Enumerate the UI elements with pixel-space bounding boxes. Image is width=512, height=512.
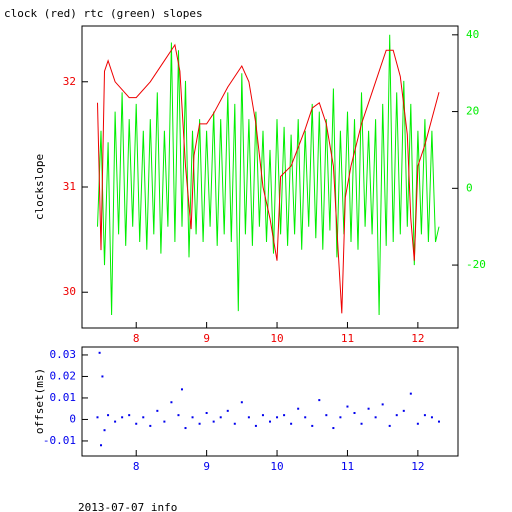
point [184, 427, 187, 430]
y-tick-label: 0.02 [50, 369, 77, 382]
point [98, 351, 101, 354]
point [346, 405, 349, 408]
plot-frame [81, 346, 459, 457]
point [353, 412, 356, 415]
point [96, 416, 99, 419]
point [374, 416, 377, 419]
x-tick-label: 8 [133, 460, 140, 473]
point [395, 414, 398, 417]
point [180, 388, 183, 391]
point [261, 414, 264, 417]
point [318, 399, 321, 402]
y2-tick-label: 0 [466, 181, 473, 194]
x-tick-label: 10 [270, 460, 283, 473]
point [121, 416, 124, 419]
point [416, 422, 419, 425]
point [219, 416, 222, 419]
point [325, 414, 328, 417]
point [198, 422, 201, 425]
point [205, 412, 208, 415]
x-tick-label: 9 [203, 460, 210, 473]
chart-title: clock (red) rtc (green) slopes [4, 7, 203, 20]
x-tick-label: 8 [133, 332, 140, 345]
x-tick-label: 12 [411, 332, 424, 345]
point [135, 422, 138, 425]
x-tick-label: 11 [341, 332, 354, 345]
y-tick-label: 0 [69, 412, 76, 425]
point [247, 416, 250, 419]
point [311, 424, 314, 427]
y-tick-label: 30 [63, 285, 76, 298]
point [103, 429, 106, 432]
point [332, 427, 335, 430]
point [402, 409, 405, 412]
footer: 2013-07-07 info [78, 501, 177, 512]
point [100, 444, 103, 447]
y-axis-label: clockslope [33, 154, 46, 220]
point [430, 416, 433, 419]
point [381, 403, 384, 406]
point [254, 424, 257, 427]
point [107, 414, 110, 417]
point [269, 420, 271, 423]
point [297, 407, 300, 410]
y2-tick-label: 40 [466, 28, 479, 41]
y-tick-label: -0.01 [43, 434, 76, 447]
point [170, 401, 173, 404]
point [339, 416, 342, 419]
series-line [97, 43, 440, 314]
y-tick-label: 31 [63, 180, 76, 193]
y-tick-label: 0.01 [50, 391, 77, 404]
point [388, 424, 391, 427]
point [149, 424, 152, 427]
point [423, 414, 426, 417]
x-tick-label: 9 [203, 332, 210, 345]
point [128, 414, 131, 417]
y-tick-label: 0.03 [50, 348, 77, 361]
y-tick-label: 32 [63, 75, 76, 88]
y2-tick-label: 20 [466, 105, 479, 118]
x-tick-label: 10 [270, 332, 283, 345]
point [114, 420, 117, 423]
series-line [97, 34, 440, 316]
point [177, 414, 180, 417]
point [163, 420, 166, 423]
point [226, 409, 229, 412]
point [437, 420, 440, 423]
y2-tick-label: -20 [466, 258, 486, 271]
point [191, 416, 194, 419]
point [283, 414, 286, 417]
point [233, 422, 236, 425]
point [212, 420, 215, 423]
x-tick-label: 11 [341, 460, 354, 473]
point [276, 416, 279, 419]
point [304, 416, 307, 419]
point [240, 401, 243, 404]
point [290, 422, 293, 425]
point [367, 407, 370, 410]
y-axis-label: offset(ms) [33, 368, 46, 434]
point [409, 392, 412, 395]
point [156, 409, 159, 412]
point [360, 422, 363, 425]
x-tick-label: 12 [411, 460, 424, 473]
point [101, 375, 104, 378]
plot-frame [81, 25, 459, 329]
point [142, 416, 145, 419]
